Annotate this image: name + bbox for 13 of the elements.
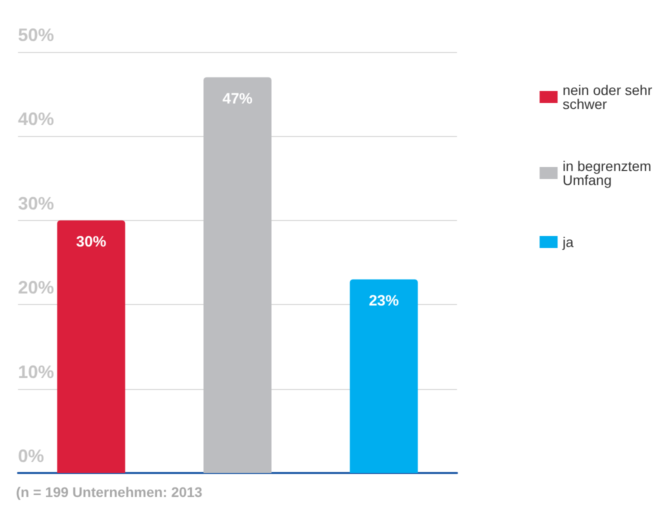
- legend-label: ja: [562, 234, 574, 250]
- text: (n = 199 Unternehmen: 2013: [16, 484, 203, 500]
- legend-label: nein oder sehr schwer: [562, 82, 656, 112]
- data-label: 47%: [222, 90, 253, 108]
- y-tick-label: 40%: [18, 109, 54, 130]
- y-tick-label: 20%: [18, 278, 54, 298]
- data-label: 23%: [368, 292, 399, 310]
- y-tick-label: 10%: [18, 362, 54, 382]
- y-tick-label: 0%: [18, 446, 44, 466]
- legend-label: in begrenztem Umfang: [562, 158, 656, 188]
- y-tick-label: 30%: [18, 193, 54, 214]
- y-tick-label: 50%: [18, 25, 54, 45]
- data-label: 30%: [76, 233, 106, 250]
